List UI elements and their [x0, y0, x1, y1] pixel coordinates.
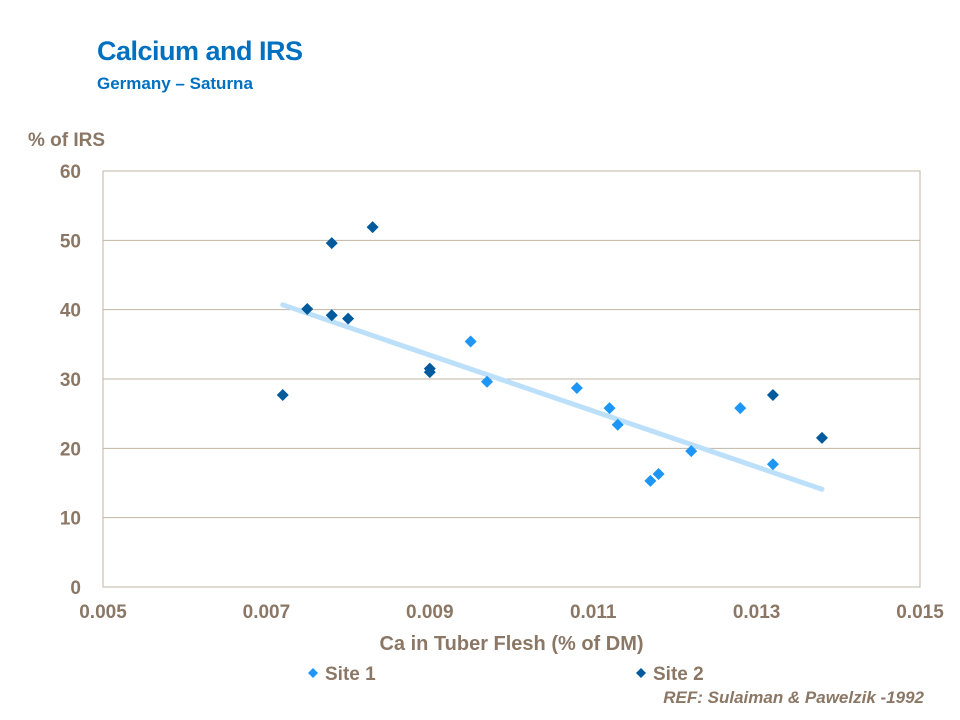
reference-note: REF: Sulaiman & Pawelzik -1992	[663, 688, 924, 707]
legend-marker-site-1	[308, 668, 318, 678]
x-axis-label: Ca in Tuber Flesh (% of DM)	[379, 633, 643, 655]
data-point-site-1	[611, 418, 624, 431]
y-tick-label: 0	[70, 578, 81, 599]
data-point-site-1	[480, 375, 493, 388]
y-tick-label: 10	[60, 509, 81, 530]
data-point-site-2	[276, 388, 289, 401]
data-point-site-2	[366, 221, 379, 234]
plot-area-border	[102, 170, 921, 588]
data-point-site-1	[652, 467, 665, 480]
data-point-site-1	[734, 402, 747, 415]
data-point-site-1	[766, 458, 779, 471]
chart-subtitle: Germany – Saturna	[97, 74, 253, 93]
trendline	[280, 302, 825, 492]
y-tick-label: 30	[60, 370, 81, 391]
legend-label: Site 2	[653, 664, 704, 685]
data-point-site-1	[603, 402, 616, 415]
x-tick-label: 0.011	[570, 602, 617, 623]
y-tick-label: 60	[60, 162, 81, 183]
data-point-site-2	[325, 309, 338, 322]
y-axis-label: % of IRS	[28, 130, 105, 151]
data-point-site-2	[423, 366, 436, 379]
data-point-site-2	[325, 237, 338, 250]
chart-title: Calcium and IRS	[97, 36, 303, 66]
data-point-site-2	[301, 302, 314, 315]
x-tick-label: 0.005	[79, 602, 127, 623]
x-tick-label: 0.015	[896, 602, 944, 623]
x-tick-label: 0.009	[406, 602, 454, 623]
data-point-site-1	[644, 474, 657, 487]
data-point-site-2	[815, 431, 828, 444]
y-tick-label: 50	[60, 231, 81, 252]
legend-marker-site-2	[636, 668, 646, 678]
x-tick-label: 0.013	[733, 602, 781, 623]
data-point-site-1	[685, 445, 698, 458]
y-tick-label: 40	[60, 301, 81, 322]
x-tick-label: 0.007	[243, 602, 291, 623]
y-tick-label: 20	[60, 439, 81, 460]
data-point-site-1	[570, 382, 583, 395]
data-point-site-1	[464, 335, 477, 348]
data-point-site-2	[766, 388, 779, 401]
data-point-site-2	[342, 312, 355, 325]
legend-label: Site 1	[325, 664, 376, 685]
